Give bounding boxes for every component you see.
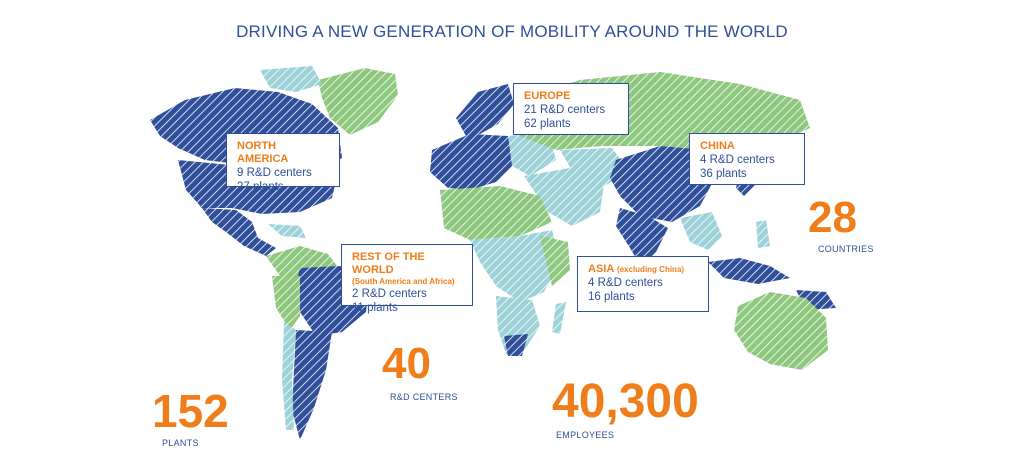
philippines-shape bbox=[756, 220, 770, 248]
page-title: DRIVING A NEW GENERATION OF MOBILITY ARO… bbox=[236, 22, 788, 41]
india-shape bbox=[616, 208, 668, 268]
north-africa-shape bbox=[440, 186, 552, 240]
arctic-islands-shape bbox=[260, 66, 322, 92]
region-rd-centers: 9 R&D centers bbox=[237, 167, 312, 179]
mexico-shape bbox=[202, 208, 276, 256]
region-name: ASIA bbox=[588, 263, 614, 275]
middle-east-shape bbox=[524, 168, 604, 226]
stat-rd-centers-value: 40 bbox=[382, 339, 431, 388]
region-name: EUROPE bbox=[524, 90, 571, 102]
region-rd-centers: 21 R&D centers bbox=[524, 104, 606, 116]
callout-north-america: NORTH AMERICA 9 R&D centers 27 plants bbox=[226, 133, 340, 193]
region-plants: 11 plants bbox=[352, 302, 398, 314]
south-africa-shape bbox=[504, 334, 528, 356]
chile-shape bbox=[282, 322, 296, 430]
region-rd-centers: 4 R&D centers bbox=[700, 154, 775, 166]
region-plants: 27 plants bbox=[237, 181, 284, 193]
region-name: REST OF THE WORLD bbox=[352, 251, 425, 276]
callout-rest-of-world: REST OF THE WORLD (South America and Afr… bbox=[341, 244, 473, 314]
stat-rd-centers-label: R&D CENTERS bbox=[390, 392, 458, 402]
region-plants: 62 plants bbox=[524, 118, 571, 130]
indonesia-shape bbox=[708, 258, 790, 284]
stat-employees-label: EMPLOYEES bbox=[556, 430, 615, 440]
region-plants: 16 plants bbox=[588, 291, 635, 303]
southeast-asia-shape bbox=[680, 212, 722, 250]
region-plants: 36 plants bbox=[700, 168, 747, 180]
region-name: NORTH AMERICA bbox=[237, 140, 289, 165]
western-europe-shape bbox=[430, 134, 516, 190]
east-africa-shape bbox=[540, 236, 570, 286]
callout-asia: ASIA (excluding China) 4 R&D centers 16 … bbox=[577, 256, 709, 312]
south-america-south-shape bbox=[292, 330, 332, 440]
region-subtitle: (excluding China) bbox=[616, 265, 685, 274]
region-rd-centers: 4 R&D centers bbox=[588, 277, 663, 289]
callout-europe: EUROPE 21 R&D centers 62 plants bbox=[513, 83, 629, 135]
caribbean-shape bbox=[268, 224, 306, 238]
region-name: CHINA bbox=[700, 140, 735, 152]
stat-employees-value: 40,300 bbox=[552, 375, 699, 428]
region-rd-centers: 2 R&D centers bbox=[352, 288, 427, 300]
greenland-shape bbox=[318, 68, 398, 135]
region-subtitle: (South America and Africa) bbox=[352, 277, 455, 286]
central-africa-shape bbox=[470, 230, 560, 302]
stat-countries-value: 28 bbox=[808, 193, 857, 242]
stat-plants-label: PLANTS bbox=[162, 438, 199, 448]
callout-china: CHINA 4 R&D centers 36 plants bbox=[689, 133, 805, 185]
scandinavia-shape bbox=[456, 84, 514, 136]
peru-bolivia-shape bbox=[272, 276, 300, 330]
stat-plants-value: 152 bbox=[152, 385, 229, 437]
madagascar-shape bbox=[552, 302, 566, 334]
stat-countries-label: COUNTRIES bbox=[818, 244, 874, 254]
australia-shape bbox=[734, 292, 828, 370]
